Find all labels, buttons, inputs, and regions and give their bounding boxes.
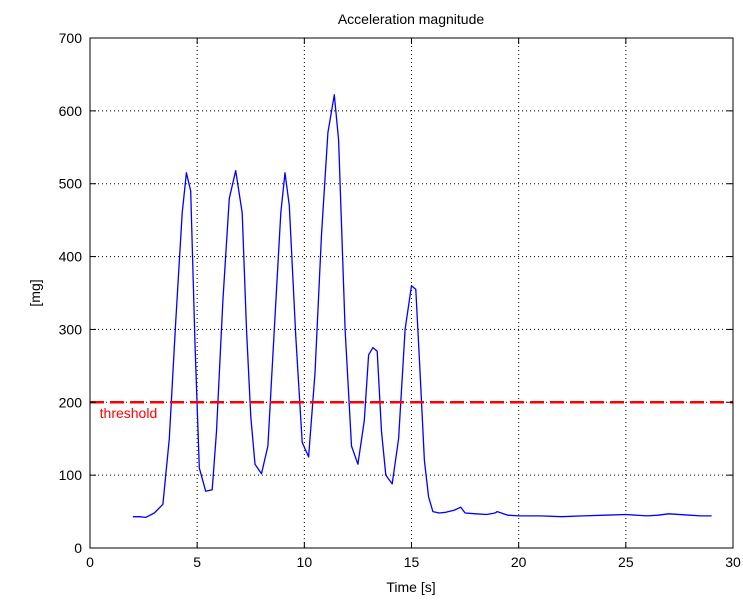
x-tick-label: 25 (618, 554, 634, 570)
y-tick-label: 300 (59, 321, 83, 337)
acceleration-series-line (132, 94, 712, 519)
y-tick-label: 700 (59, 30, 83, 46)
threshold-annotation: threshold (100, 405, 158, 421)
x-tick-label: 20 (511, 554, 527, 570)
y-tick-label: 100 (59, 467, 83, 483)
x-tick-label: 30 (725, 554, 741, 570)
y-tick-label: 200 (59, 394, 83, 410)
tick-layer (89, 37, 734, 549)
x-axis-title: Time [s] (386, 579, 435, 595)
series-layer (90, 94, 733, 519)
y-tick-label: 500 (59, 176, 83, 192)
annotation-layer: threshold (100, 405, 158, 421)
x-tick-label: 10 (297, 554, 313, 570)
grid-layer (90, 38, 733, 548)
x-tick-label: 5 (193, 554, 201, 570)
y-tick-label: 600 (59, 103, 83, 119)
y-axis-title: [mg] (27, 279, 43, 306)
y-tick-label: 0 (74, 540, 82, 556)
y-tick-label: 400 (59, 249, 83, 265)
x-tick-label: 0 (86, 554, 94, 570)
chart-title: Acceleration magnitude (338, 11, 485, 27)
x-tick-label: 15 (404, 554, 420, 570)
